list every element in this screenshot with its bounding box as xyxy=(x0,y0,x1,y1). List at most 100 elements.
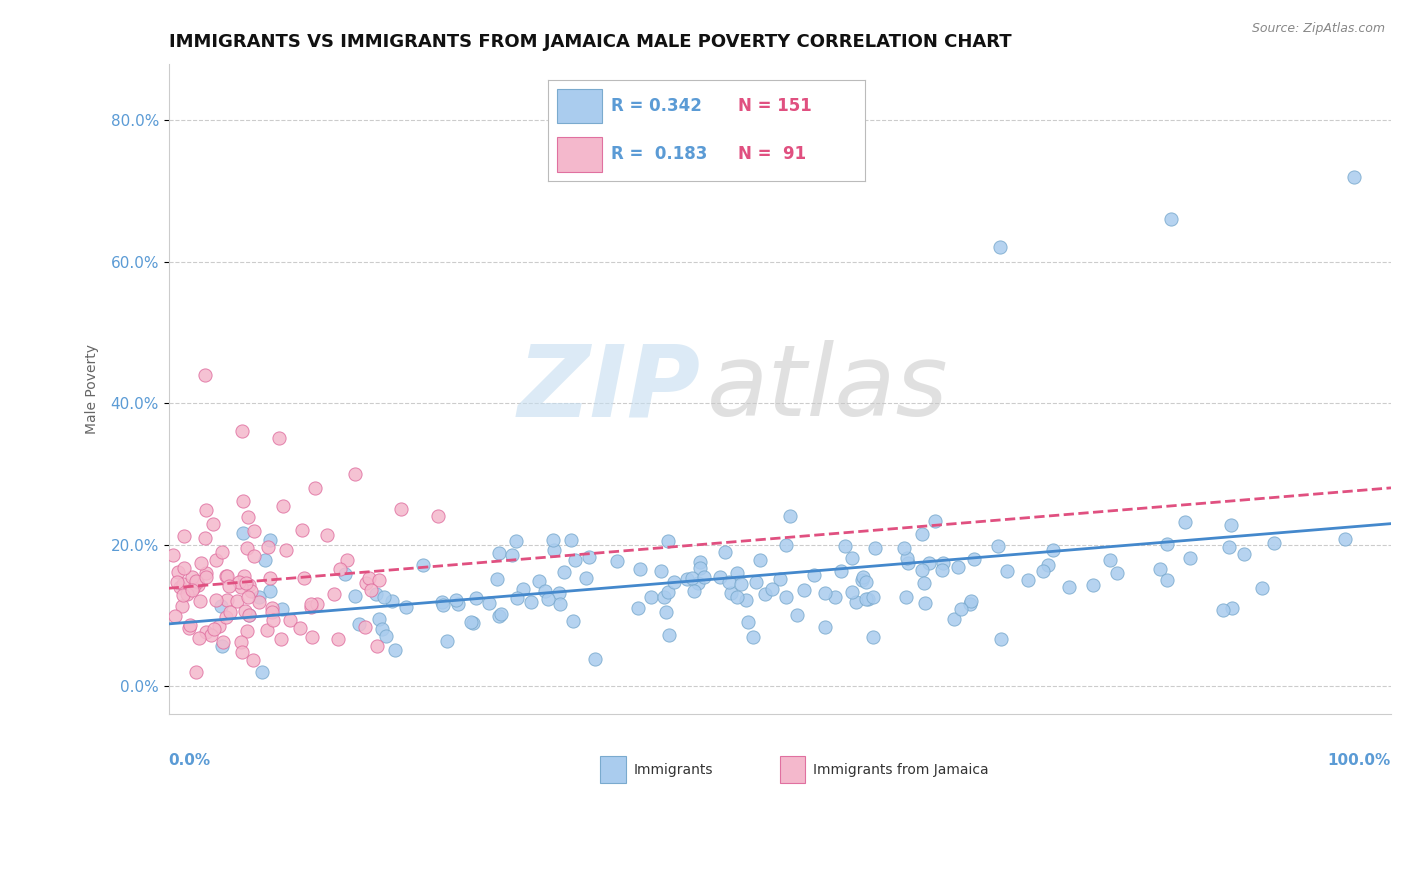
Point xyxy=(725,566,748,581)
Point xyxy=(232,494,254,508)
Point xyxy=(914,596,936,610)
Point xyxy=(754,587,776,601)
Point xyxy=(179,621,201,635)
Point xyxy=(432,595,454,609)
Point xyxy=(657,585,679,599)
Point xyxy=(315,528,337,542)
Point xyxy=(367,612,389,626)
Point xyxy=(1017,573,1039,587)
Point xyxy=(1156,537,1178,551)
Point xyxy=(162,548,184,562)
Point xyxy=(173,529,195,543)
Point xyxy=(583,651,606,665)
Point xyxy=(188,594,211,608)
Point xyxy=(1178,550,1201,565)
Point xyxy=(371,622,394,636)
Point xyxy=(360,583,382,598)
Point xyxy=(814,586,837,600)
Point xyxy=(344,589,367,603)
Point xyxy=(364,587,387,601)
Point xyxy=(259,584,281,599)
Point xyxy=(664,575,686,590)
Point xyxy=(276,543,298,558)
Point xyxy=(231,645,253,659)
Point xyxy=(260,600,283,615)
Point xyxy=(912,575,935,590)
Point xyxy=(170,599,193,613)
Point xyxy=(693,570,716,584)
Point xyxy=(239,583,262,598)
Point xyxy=(176,587,198,601)
Point xyxy=(195,625,218,640)
Point xyxy=(606,554,628,568)
Point xyxy=(543,533,565,547)
Point xyxy=(354,575,377,590)
Point xyxy=(243,549,266,564)
Point xyxy=(194,532,217,546)
Point xyxy=(205,553,228,567)
Point xyxy=(225,594,247,608)
Point xyxy=(894,591,917,605)
Point xyxy=(506,591,529,606)
Point xyxy=(988,240,1011,254)
Point xyxy=(201,516,224,531)
Point xyxy=(911,563,934,577)
Point xyxy=(650,564,672,578)
Point xyxy=(689,555,711,569)
Point xyxy=(461,615,484,630)
Point xyxy=(231,425,253,439)
Point xyxy=(1057,580,1080,594)
Point xyxy=(460,615,482,629)
Point xyxy=(305,597,328,611)
Point xyxy=(353,620,375,634)
Point xyxy=(373,590,395,604)
Point xyxy=(485,572,508,586)
Point xyxy=(195,566,218,581)
Point xyxy=(299,600,322,615)
Point xyxy=(575,571,598,585)
Point xyxy=(238,607,260,622)
Point xyxy=(931,563,953,577)
Point xyxy=(335,567,357,582)
Point xyxy=(1222,601,1244,615)
Point xyxy=(543,543,565,558)
Point xyxy=(187,578,209,592)
Point xyxy=(202,623,225,637)
Point xyxy=(855,575,877,590)
Point xyxy=(426,509,449,524)
Point xyxy=(169,580,191,594)
Point xyxy=(259,571,281,585)
Point xyxy=(367,573,389,587)
Point xyxy=(748,553,770,567)
Point xyxy=(381,594,404,608)
Point xyxy=(218,578,240,592)
Point xyxy=(165,609,187,624)
Point xyxy=(166,565,188,579)
Point xyxy=(718,574,741,589)
Point xyxy=(512,582,534,596)
Point xyxy=(217,592,239,607)
Text: Source: ZipAtlas.com: Source: ZipAtlas.com xyxy=(1251,22,1385,36)
Point xyxy=(564,553,586,567)
Point xyxy=(252,665,274,679)
Point xyxy=(932,556,955,570)
Point xyxy=(793,582,815,597)
Point xyxy=(1251,582,1274,596)
Point xyxy=(256,624,278,638)
Point xyxy=(924,514,946,528)
Point xyxy=(911,527,934,541)
Point xyxy=(893,541,915,555)
Point xyxy=(194,570,217,584)
Point xyxy=(236,624,259,638)
Point xyxy=(233,604,256,618)
Point xyxy=(683,583,706,598)
Point xyxy=(301,630,323,644)
Point xyxy=(194,503,217,517)
Point xyxy=(720,586,742,600)
Point xyxy=(949,602,972,616)
Point xyxy=(769,572,792,586)
Point xyxy=(1083,578,1105,592)
Point xyxy=(208,619,231,633)
Point xyxy=(1218,540,1240,554)
Point xyxy=(713,544,735,558)
